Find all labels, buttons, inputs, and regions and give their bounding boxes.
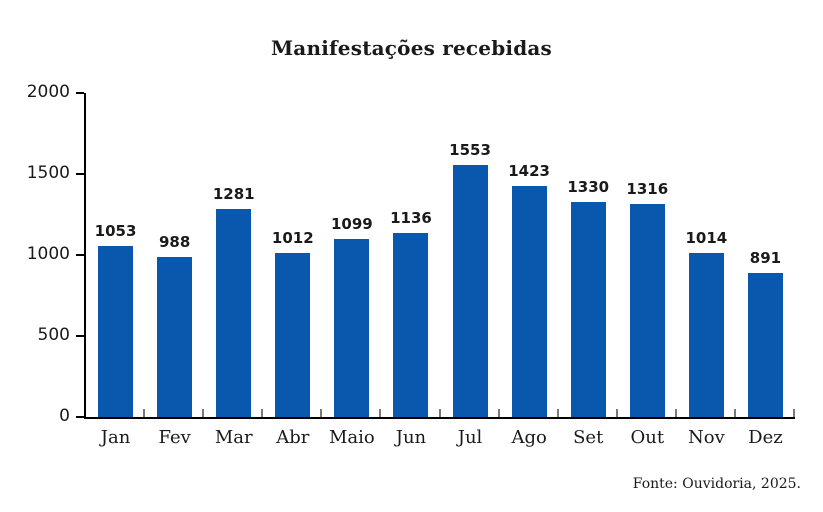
bar-mar: [216, 209, 252, 417]
x-axis-category-label: Jul: [457, 427, 483, 448]
y-axis-tick: [76, 416, 84, 418]
bar-value-label: 891: [749, 248, 782, 267]
x-axis-category-label: Abr: [276, 427, 310, 448]
bar-value-label: 1014: [685, 228, 728, 247]
bar-dez: [747, 272, 783, 417]
bar-fev: [157, 256, 193, 417]
x-axis-boundary-tick: [320, 409, 322, 417]
bar-value-label: 1281: [212, 185, 255, 204]
x-axis-category-label: Fev: [158, 427, 191, 448]
x-axis-boundary-tick: [734, 409, 736, 417]
bar-value-label: 1099: [331, 214, 373, 233]
bar-value-label: 1053: [94, 222, 137, 241]
bar-jun: [393, 232, 429, 417]
bar-abr: [275, 253, 311, 417]
x-axis-category-label: Jun: [395, 427, 427, 448]
x-axis-boundary-tick: [143, 409, 145, 417]
chart-title: Manifestações recebidas: [270, 36, 553, 60]
y-axis-tick-label: 500: [37, 325, 70, 345]
y-axis-tick: [76, 173, 84, 175]
y-axis-tick: [76, 335, 84, 337]
bar-ago: [511, 186, 547, 417]
y-axis-tick-label: 0: [59, 406, 70, 426]
x-axis-boundary-tick: [439, 409, 441, 417]
y-axis-tick: [76, 92, 84, 94]
bar-jul: [452, 165, 488, 417]
x-axis-category-label: Ago: [511, 427, 547, 448]
x-axis-boundary-tick: [675, 409, 677, 417]
bar-nov: [688, 252, 724, 417]
plot-area: 0 500 1000 1500 2000 1053 Jan 988 Fev 1281 Mar 1012…: [27, 82, 795, 448]
bar-jan: [98, 246, 134, 417]
x-axis-boundary-tick: [261, 409, 263, 417]
y-axis-tick: [76, 254, 84, 256]
bar-set: [570, 201, 606, 417]
x-axis-category-label: Jan: [100, 427, 131, 448]
x-axis-boundary-tick: [557, 409, 559, 417]
x-axis-boundary-tick: [793, 409, 795, 417]
source-note: Fonte: Ouvidoria, 2025.: [632, 476, 801, 492]
x-axis-category-label: Maio: [328, 427, 375, 448]
y-axis-tick-label: 1500: [26, 163, 70, 183]
bar-value-label: 1012: [271, 229, 314, 248]
x-axis-category-label: Out: [630, 427, 665, 448]
x-axis-category-label: Dez: [748, 427, 783, 448]
y-axis-tick-label: 2000: [26, 82, 70, 102]
bar-maio: [334, 238, 370, 417]
x-axis-boundary-tick: [379, 409, 381, 417]
bar-value-label: 1553: [449, 141, 491, 160]
x-axis-category-label: Set: [573, 427, 604, 448]
x-axis-category-label: Mar: [214, 427, 253, 448]
bar-out: [629, 203, 665, 417]
bar-value-label: 1423: [508, 162, 550, 181]
bar-value-label: 988: [158, 232, 191, 251]
bar-value-label: 1316: [626, 179, 669, 198]
x-axis-boundary-tick: [616, 409, 618, 417]
bar-value-label: 1136: [390, 208, 432, 227]
y-axis-tick-label: 1000: [26, 244, 70, 264]
bar-value-label: 1330: [567, 177, 610, 196]
x-axis-boundary-tick: [498, 409, 500, 417]
x-axis-boundary-tick: [202, 409, 204, 417]
x-axis-category-label: Nov: [687, 427, 725, 448]
